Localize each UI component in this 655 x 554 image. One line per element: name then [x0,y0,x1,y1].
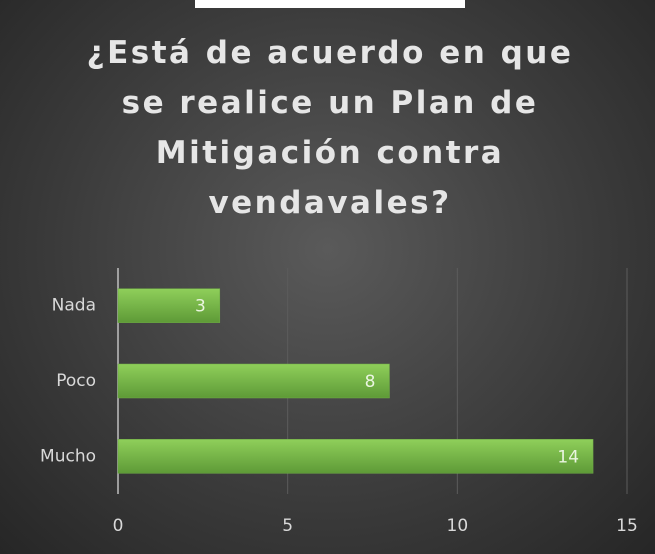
y-tick-label: Mucho [40,446,96,466]
data-label: 8 [365,372,376,392]
bar [117,439,594,474]
y-tick-label: Poco [56,371,96,391]
bar [117,288,221,323]
header-strip [195,0,465,8]
chart-title: ¿Está de acuerdo en que se realice un Pl… [86,35,574,221]
bar [117,363,390,399]
x-tick-label: 15 [616,516,638,536]
x-tick-label: 5 [282,516,293,536]
data-label: 14 [557,447,579,467]
x-tick-label: 0 [113,516,124,536]
y-tick-label: Nada [52,296,96,316]
data-label: 3 [195,297,206,317]
x-tick-label: 10 [447,516,469,536]
